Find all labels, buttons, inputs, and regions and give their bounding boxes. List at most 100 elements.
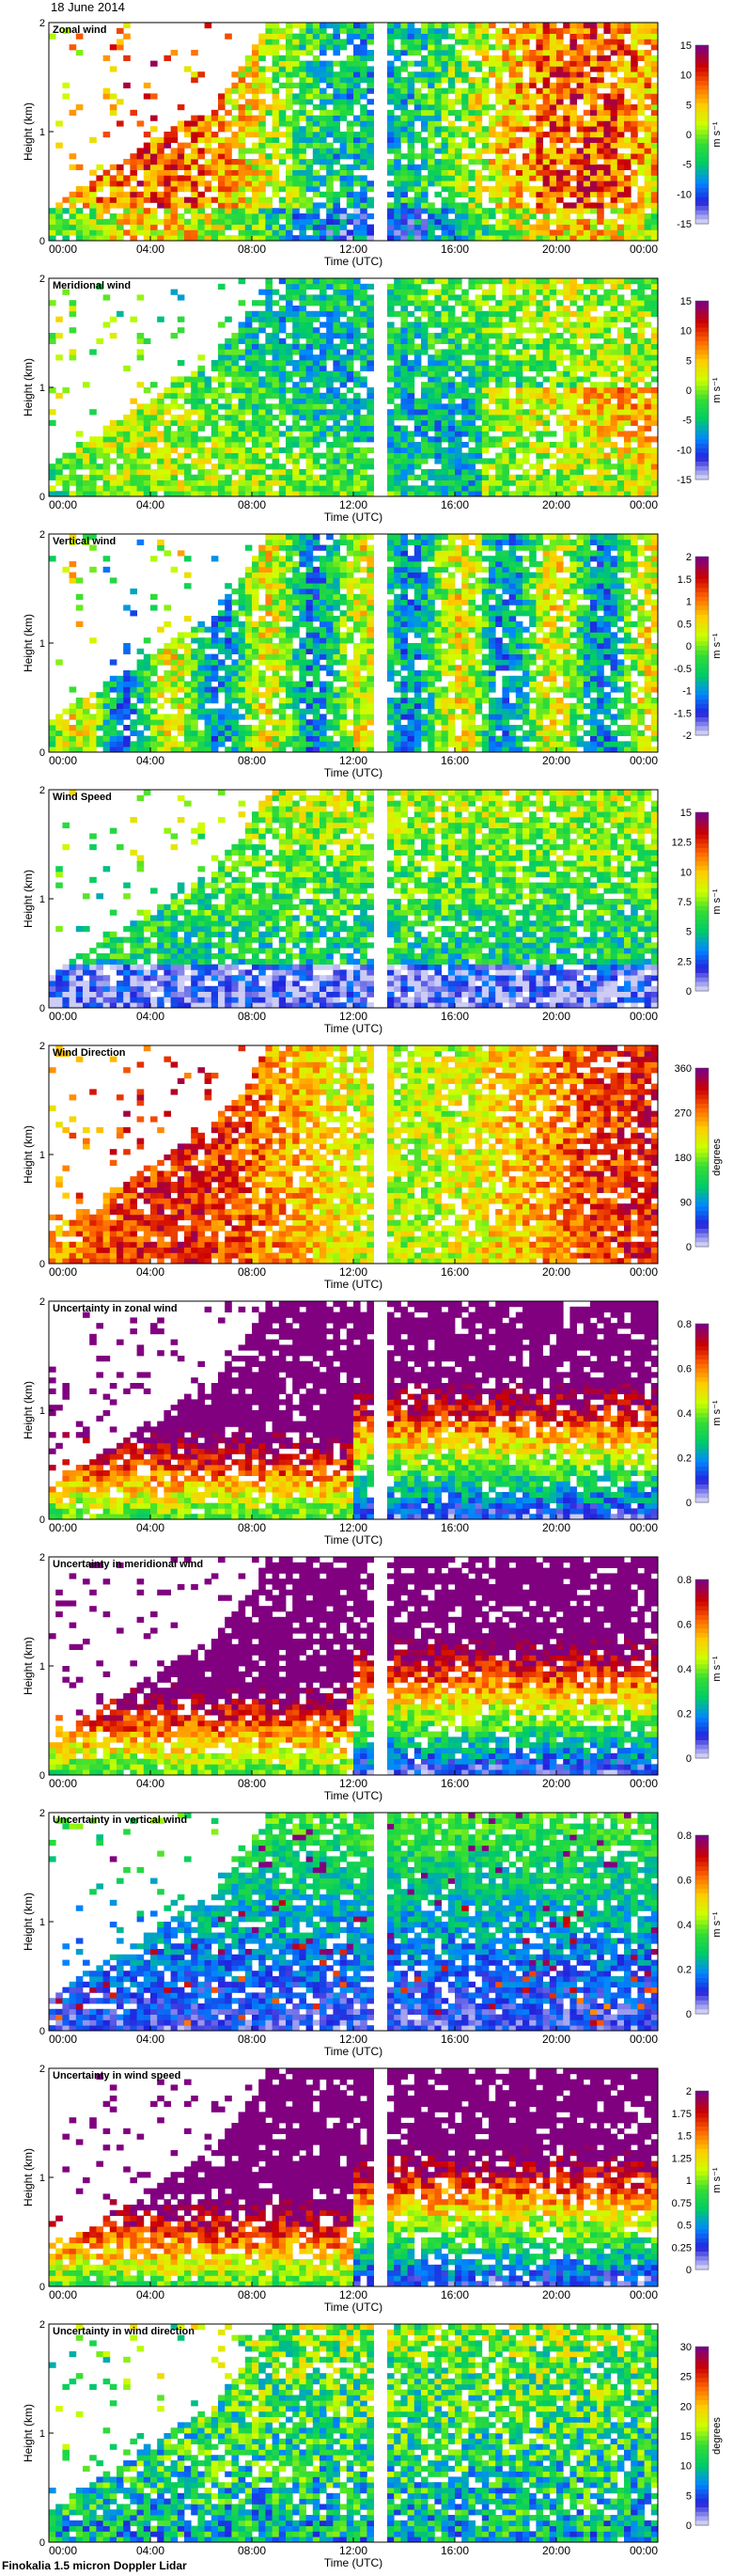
heat-cell [347,143,354,149]
heat-cell [408,431,415,436]
heat-cell [536,306,543,311]
heat-cell [569,436,577,442]
heat-cell [455,61,462,67]
heat-cell [292,148,300,153]
heat-cell [414,366,422,371]
heat-cell [245,366,253,371]
heat-cell [70,453,77,459]
heat-cell [394,382,401,387]
heat-cell [292,39,300,44]
heat-cell [265,213,273,219]
heat-cell [286,317,293,322]
heat-cell [617,192,625,197]
heat-cell [239,93,246,99]
heat-cell [617,44,625,50]
heat-cell [482,83,490,88]
heat-cell [387,327,395,333]
heat-cell [258,469,266,475]
heat-cell [197,208,205,213]
heat-cell [171,382,179,387]
heat-cell [408,463,415,469]
heat-cell [536,192,543,197]
heat-cell [522,317,530,322]
heat-cell [461,110,469,116]
heat-cell [536,186,543,192]
heat-cell [482,55,490,61]
heat-cell [461,23,469,28]
colorbar-swatch [695,148,709,152]
heat-cell [306,278,314,284]
heat-cell [340,458,348,463]
heat-cell [205,458,212,463]
heat-cell [516,399,523,404]
heat-cell [387,208,395,213]
heat-cell [239,327,246,333]
heat-cell [529,28,537,34]
heat-cell [563,338,570,344]
heat-cell [353,153,361,159]
heat-cell [476,39,483,44]
heat-cell [197,463,205,469]
heat-cell [448,104,456,110]
heat-cell [624,448,632,453]
heat-cell [489,344,496,350]
heat-cell [522,376,530,382]
heat-cell [597,387,604,393]
heat-cell [509,55,517,61]
colorbar-swatch [695,170,709,175]
heat-cell [49,485,56,491]
heat-cell [590,170,598,176]
heat-cell [184,426,192,432]
heat-cell [550,480,557,486]
heat-cell [286,469,293,475]
heat-cell [637,104,645,110]
heat-cell [117,165,124,170]
heat-cell [543,55,551,61]
heat-cell [408,175,415,181]
heat-cell [205,387,212,393]
heat-cell [590,475,598,480]
heat-cell [509,208,517,213]
heat-cell [637,23,645,28]
heat-cell [569,284,577,290]
heat-cell [455,34,462,39]
heat-cell [353,399,361,404]
heat-cell [482,415,490,420]
heat-cell [400,278,408,284]
heat-cell [347,453,354,459]
heat-cell [569,165,577,170]
heat-cell [313,317,320,322]
heat-cell [157,219,164,225]
heat-cell [651,126,659,132]
heat-cell [590,349,598,354]
heat-cell [265,475,273,480]
heat-cell [218,485,226,491]
heat-cell [584,399,591,404]
heat-cell [76,480,84,486]
heat-cell [366,338,374,344]
heat-cell [400,170,408,176]
heat-cell [360,485,367,491]
heat-cell [556,338,564,344]
heat-cell [482,376,490,382]
heat-cell [83,213,90,219]
heat-cell [333,170,340,176]
heat-cell [476,181,483,186]
heat-cell [400,387,408,393]
heat-cell [428,426,435,432]
heat-cell [448,208,456,213]
heat-cell [353,28,361,34]
heat-cell [313,159,320,165]
heat-cell [225,360,232,366]
heat-cell [137,426,145,432]
heat-cell [603,431,611,436]
heat-cell [387,181,395,186]
heat-cell [400,458,408,463]
heat-cell [286,311,293,317]
heat-cell [414,39,422,44]
heat-cell [495,306,503,311]
heat-cell [286,229,293,235]
heat-cell [563,415,570,420]
heat-cell [258,453,266,459]
heat-cell [353,229,361,235]
